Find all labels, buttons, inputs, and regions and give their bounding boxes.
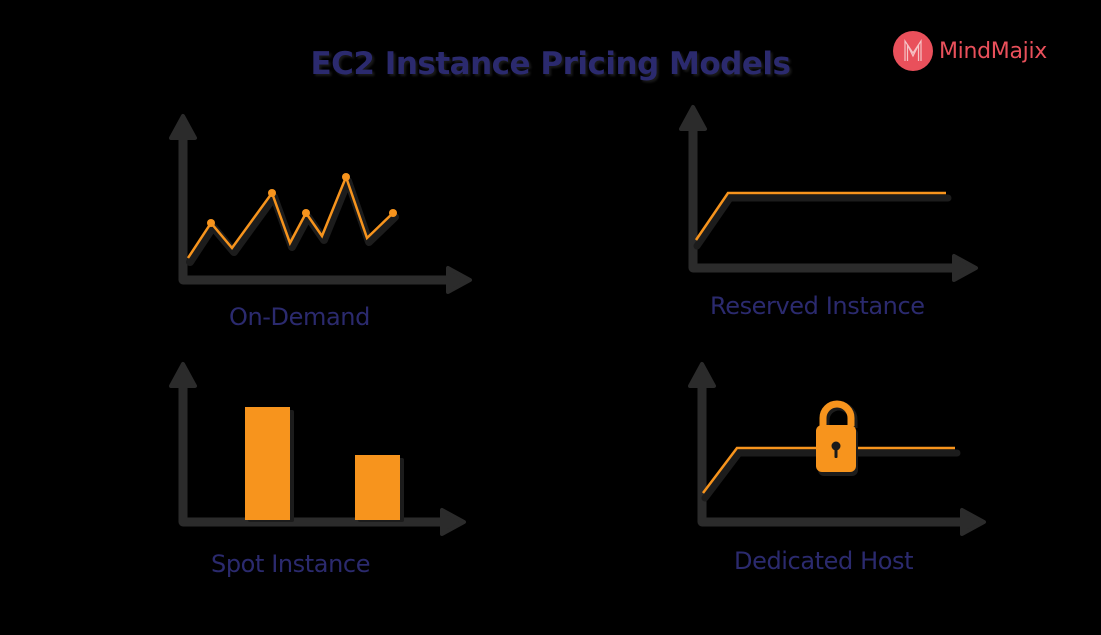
- label-dedicated-host: Dedicated Host: [734, 547, 914, 575]
- bar-2: [355, 455, 400, 520]
- x-axis-arrow-icon: [446, 266, 472, 294]
- y-axis-arrow-icon: [679, 105, 707, 131]
- brand-logo: MindMajix: [893, 31, 1047, 71]
- x-axis-arrow-icon: [952, 254, 978, 282]
- on-demand-chart: [169, 114, 472, 294]
- on-demand-axes: [169, 114, 472, 294]
- data-point-markers: [207, 173, 397, 227]
- y-axis-arrow-icon: [688, 362, 716, 388]
- dedicated-line: [701, 446, 961, 502]
- bar-1: [245, 407, 290, 520]
- y-axis-arrow-icon: [169, 362, 197, 388]
- reserved-instance-chart: [679, 105, 978, 282]
- label-spot-instance: Spot Instance: [211, 550, 371, 578]
- spot-bars: [245, 407, 404, 522]
- y-axis-arrow-icon: [169, 114, 197, 140]
- dedicated-axes: [688, 362, 986, 536]
- label-reserved-instance: Reserved Instance: [710, 292, 925, 320]
- label-on-demand: On-Demand: [229, 303, 370, 331]
- on-demand-line: [186, 173, 399, 266]
- x-axis-arrow-icon: [960, 508, 986, 536]
- mindmajix-m-logo-icon: [893, 31, 933, 71]
- reserved-line: [693, 191, 952, 250]
- x-axis-arrow-icon: [440, 508, 466, 536]
- lock-icon: [816, 400, 858, 476]
- reserved-axes: [679, 105, 978, 282]
- dedicated-host-chart: [688, 362, 986, 536]
- spot-axes: [169, 362, 466, 536]
- page-title: EC2 Instance Pricing Models: [310, 46, 791, 82]
- spot-instance-chart: [169, 362, 466, 536]
- logo-text: MindMajix: [939, 38, 1048, 64]
